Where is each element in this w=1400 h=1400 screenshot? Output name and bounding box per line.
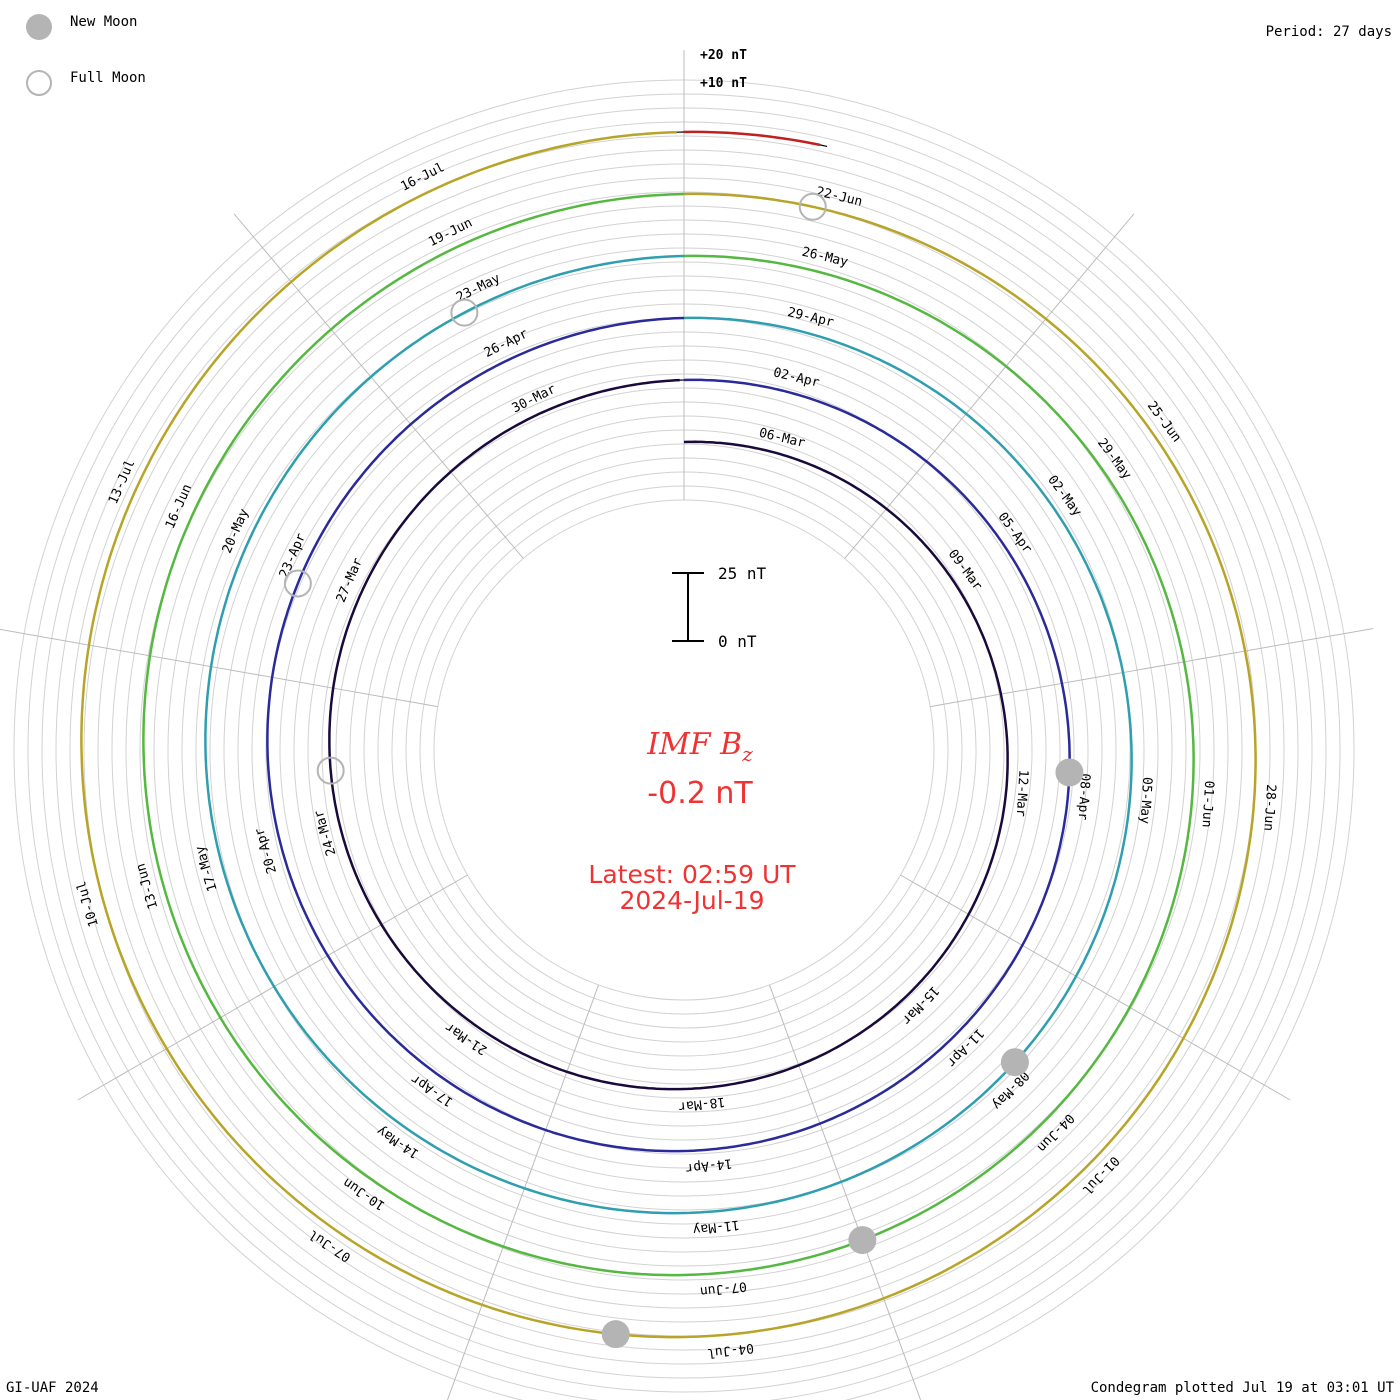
- grid-spoke: [844, 213, 1135, 559]
- grid-spoke: [446, 984, 599, 1400]
- scale-bar-top-label: 25 nT: [718, 564, 767, 583]
- date-tick-label: 02-Apr: [772, 365, 821, 390]
- date-tick-label: 15-Mar: [898, 983, 941, 1028]
- date-tick-label: 21-Mar: [443, 1019, 491, 1057]
- ring-scale-inner-label: +10 nT: [700, 76, 747, 91]
- date-tick-label: 07-Jul: [306, 1226, 353, 1264]
- date-tick-label: 16-Jul: [398, 160, 447, 195]
- new-moon-legend: New Moon: [26, 14, 137, 40]
- footer-credit: GI-UAF 2024: [6, 1380, 99, 1396]
- date-tick-label: 29-Apr: [786, 305, 835, 330]
- series-trace-6: [683, 130, 821, 147]
- grid-spoke: [930, 627, 1374, 708]
- full-moon-marker: [798, 192, 827, 221]
- grid-spoke: [769, 984, 922, 1400]
- date-tick-label: 29-May: [1094, 436, 1134, 483]
- date-tick-label: 16-Jun: [163, 482, 195, 531]
- new-moon-icon: [26, 14, 52, 40]
- date-tick-label: 08-Apr: [1075, 773, 1093, 821]
- latest-time: Latest: 02:59 UT: [588, 860, 796, 889]
- grid-spoke: [0, 628, 438, 708]
- date-tick-label: 30-Mar: [510, 382, 559, 417]
- date-tick-label: 27-Mar: [334, 556, 366, 605]
- date-tick-label: 11-Apr: [943, 1025, 986, 1070]
- grid-spoke: [77, 874, 468, 1101]
- date-tick-label: 24-Mar: [311, 808, 339, 857]
- series-trace-5: [80, 130, 1257, 1339]
- date-tick-label: 14-Apr: [685, 1155, 734, 1175]
- series-trace-2: [266, 316, 1071, 1153]
- date-tick-label: 28-Jun: [1260, 784, 1278, 832]
- full-moon-icon: [26, 70, 52, 96]
- scale-bar-bottom-label: 0 nT: [718, 632, 757, 651]
- date-tick-label: 01-Jul: [1079, 1153, 1122, 1197]
- full-moon-marker: [283, 569, 312, 598]
- date-tick-label: 11-May: [692, 1217, 741, 1237]
- date-tick-label: 12-Mar: [1013, 769, 1031, 817]
- date-tick-label: 04-Jul: [706, 1340, 754, 1360]
- footer-plot-time: Condegram plotted Jul 19 at 03:01 UT: [1090, 1380, 1394, 1396]
- date-tick-label: 07-Jun: [699, 1278, 747, 1298]
- series-trace-4: [142, 192, 1195, 1277]
- ring-scale-outer-label: +20 nT: [700, 48, 747, 63]
- new-moon-marker: [848, 1226, 877, 1255]
- date-tick-label: 26-May: [800, 245, 849, 270]
- date-tick-label: 17-Apr: [408, 1071, 456, 1109]
- series-trace-1: [328, 378, 1009, 1091]
- latest-date: 2024-Jul-19: [619, 886, 765, 915]
- new-moon-marker: [601, 1320, 630, 1349]
- new-moon-label: New Moon: [70, 14, 138, 30]
- date-tick-label: 05-Apr: [995, 510, 1035, 557]
- full-moon-marker: [316, 756, 345, 785]
- center-title-subscript: z: [742, 742, 753, 766]
- full-moon-legend: Full Moon: [26, 70, 146, 96]
- date-tick-label: 13-Jul: [106, 458, 138, 507]
- full-moon-marker: [450, 298, 479, 327]
- series-trace-3: [204, 254, 1133, 1215]
- grid-spoke: [900, 874, 1291, 1101]
- date-tick-label: 01-Jun: [1199, 780, 1217, 828]
- new-moon-marker: [1000, 1048, 1029, 1077]
- date-tick-label: 06-Mar: [757, 426, 806, 451]
- date-tick-label: 05-May: [1137, 777, 1155, 825]
- full-moon-label: Full Moon: [70, 70, 146, 86]
- center-title: IMF Bz: [0, 727, 1400, 766]
- center-value: -0.2 nT: [647, 776, 753, 811]
- new-moon-marker: [1055, 758, 1084, 787]
- grid-spoke: [233, 213, 524, 559]
- period-label: Period: 27 days: [1265, 24, 1392, 40]
- date-tick-label: 18-Mar: [677, 1094, 726, 1114]
- center-title-text: IMF B: [647, 727, 743, 762]
- date-tick-label: 09-Mar: [945, 547, 985, 594]
